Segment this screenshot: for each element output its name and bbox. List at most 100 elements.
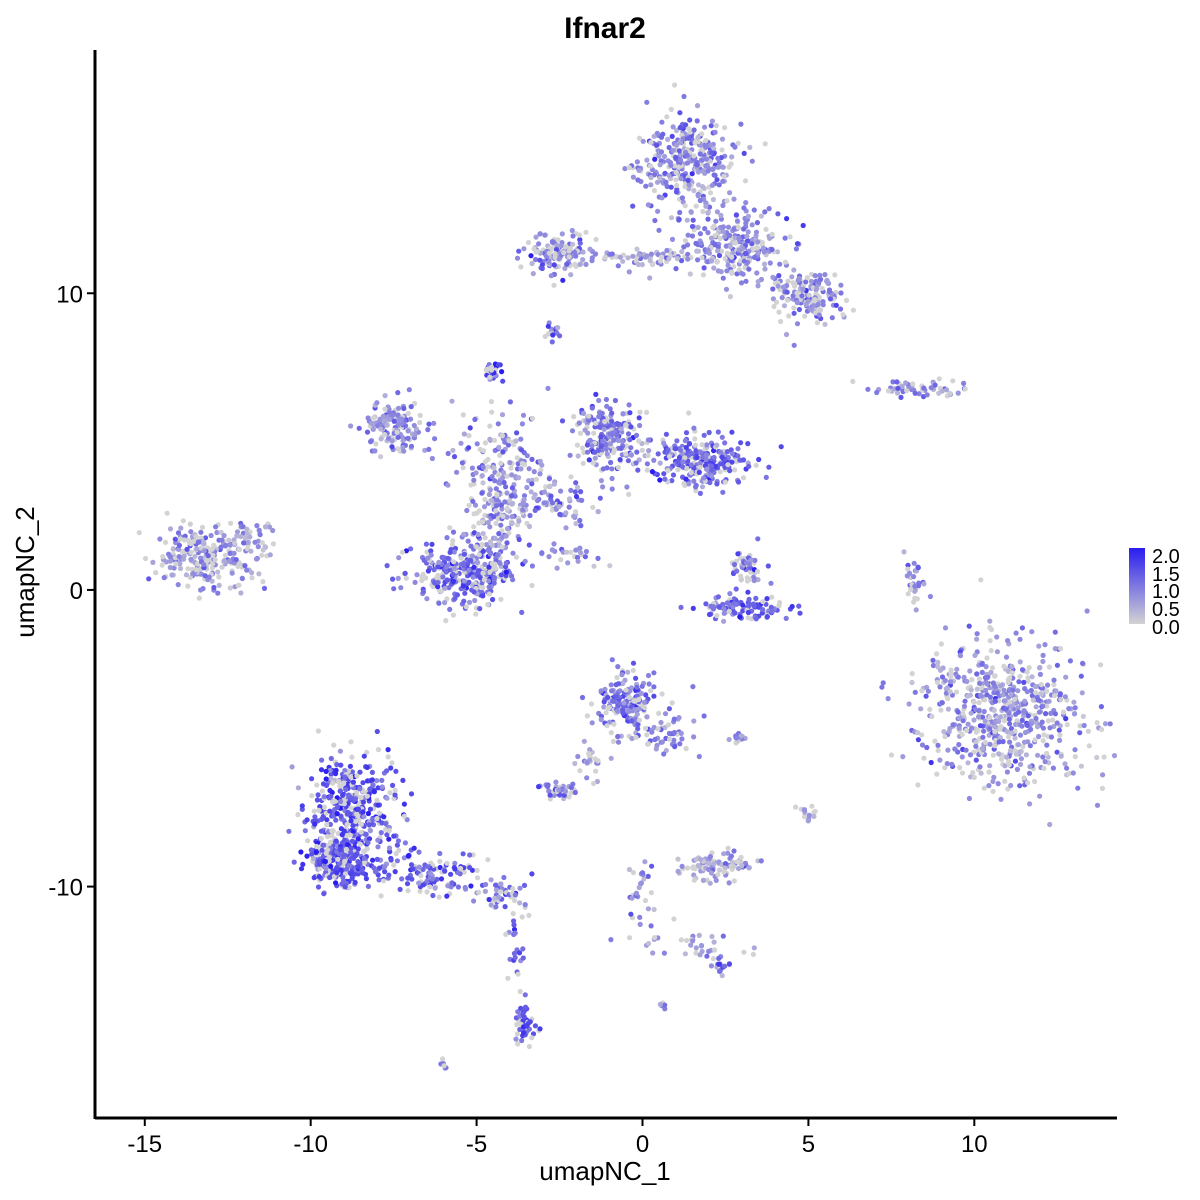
cell-point: [213, 524, 219, 530]
cell-point: [784, 297, 791, 303]
cell-point: [907, 570, 913, 576]
cell-point: [731, 848, 737, 854]
cell-point: [705, 230, 711, 236]
cell-point: [953, 689, 960, 695]
cell-point: [518, 264, 524, 270]
cell-point: [520, 955, 526, 961]
cell-point: [900, 754, 906, 760]
cell-point: [713, 463, 719, 469]
cell-point: [598, 434, 604, 440]
cell-point: [547, 792, 553, 798]
cell-point: [721, 606, 727, 612]
cell-point: [717, 449, 724, 455]
cell-point: [343, 787, 349, 793]
cell-point: [482, 459, 488, 465]
cell-point: [405, 428, 411, 434]
cell-point: [1016, 679, 1022, 685]
cell-point: [684, 465, 690, 471]
cell-point: [596, 414, 602, 420]
cell-point: [671, 729, 678, 736]
cell-point: [161, 575, 167, 581]
cell-point: [657, 162, 663, 168]
cell-point: [405, 435, 411, 441]
cell-point: [689, 233, 696, 239]
cell-point: [592, 420, 599, 426]
cell-point: [356, 817, 362, 823]
cell-point: [739, 862, 745, 869]
cell-point: [462, 590, 468, 596]
cell-point: [390, 782, 396, 789]
cell-point: [234, 533, 240, 539]
cell-point: [729, 859, 736, 865]
cell-point: [450, 538, 456, 544]
cell-point: [566, 794, 572, 800]
cell-point: [935, 659, 941, 666]
cell-point: [487, 569, 493, 575]
cell-point: [505, 975, 511, 981]
cell-point: [701, 265, 707, 271]
cell-point: [675, 467, 681, 473]
cell-point: [668, 215, 675, 221]
cell-point: [1053, 688, 1059, 694]
cell-point: [648, 163, 654, 169]
cell-point: [356, 425, 362, 431]
cell-point: [746, 596, 752, 603]
cell-point: [549, 339, 555, 345]
cell-point: [518, 436, 524, 442]
cell-point: [349, 838, 355, 844]
cell-point: [539, 265, 545, 272]
cell-point: [537, 257, 543, 263]
cell-point: [1066, 770, 1072, 777]
cell-point: [553, 246, 560, 253]
cell-point: [1111, 753, 1118, 759]
cell-point: [691, 188, 697, 194]
cell-point: [330, 780, 336, 786]
cell-point: [906, 701, 912, 707]
cell-point: [626, 269, 632, 275]
cell-point: [975, 714, 982, 720]
cell-point: [218, 544, 224, 550]
cell-point: [630, 869, 637, 876]
cell-point: [646, 448, 652, 454]
cell-point: [545, 784, 551, 790]
cell-point: [735, 225, 742, 231]
cell-point: [238, 590, 244, 596]
cell-point: [911, 560, 917, 566]
cell-point: [320, 781, 327, 787]
cell-point: [738, 854, 744, 861]
cell-point: [905, 562, 911, 568]
cell-point: [732, 467, 738, 473]
cell-point: [695, 134, 701, 140]
cell-point: [659, 691, 665, 697]
cell-point: [1044, 688, 1050, 694]
cell-point: [479, 490, 485, 496]
cell-point: [658, 254, 665, 260]
cell-point: [482, 888, 488, 895]
cell-point: [903, 380, 909, 386]
cell-point: [405, 853, 411, 859]
cell-point: [705, 209, 712, 215]
cell-point: [335, 830, 341, 837]
cell-point: [1054, 720, 1060, 726]
cell-point: [650, 950, 656, 956]
cell-point: [504, 473, 510, 479]
cell-point: [461, 578, 467, 584]
cell-point: [248, 548, 254, 554]
cell-point: [451, 566, 457, 572]
cell-point: [488, 877, 494, 883]
cell-point: [347, 763, 353, 769]
cell-point: [598, 688, 604, 694]
cell-point: [815, 301, 821, 307]
cell-point: [758, 858, 764, 864]
cell-point: [589, 443, 595, 449]
cell-point: [431, 420, 437, 426]
cell-point: [153, 570, 159, 576]
cell-point: [598, 478, 605, 484]
cell-point: [537, 231, 543, 237]
cell-point: [480, 548, 486, 554]
cell-point: [695, 193, 701, 199]
cell-point: [1052, 693, 1058, 699]
cell-point: [949, 761, 955, 767]
cell-point: [714, 442, 720, 448]
